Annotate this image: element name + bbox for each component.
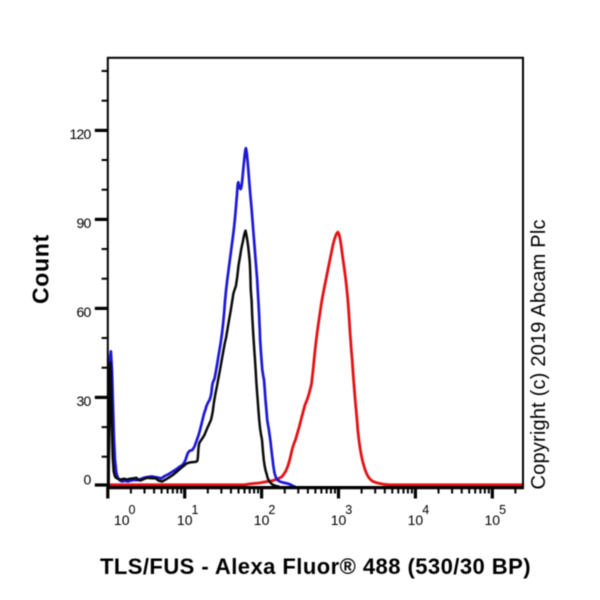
svg-text:0: 0 — [84, 471, 92, 487]
svg-text:10: 10 — [114, 512, 130, 528]
svg-text:0: 0 — [129, 503, 136, 517]
svg-text:30: 30 — [77, 393, 92, 409]
svg-text:120: 120 — [70, 126, 92, 142]
svg-text:Count: Count — [27, 234, 53, 304]
svg-text:10: 10 — [485, 512, 501, 528]
svg-text:TLS/FUS - Alexa Fluor® 488 (53: TLS/FUS - Alexa Fluor® 488 (530/30 BP) — [100, 554, 531, 579]
svg-text:Copyright (c) 2019 Abcam Plc: Copyright (c) 2019 Abcam Plc — [528, 219, 550, 489]
svg-text:10: 10 — [254, 512, 270, 528]
svg-text:60: 60 — [77, 304, 92, 320]
svg-text:4: 4 — [422, 503, 429, 517]
svg-text:2: 2 — [268, 503, 275, 517]
svg-text:10: 10 — [177, 512, 193, 528]
svg-text:3: 3 — [345, 503, 352, 517]
svg-text:1: 1 — [192, 503, 199, 517]
svg-text:10: 10 — [408, 512, 424, 528]
svg-text:10: 10 — [331, 512, 347, 528]
svg-text:90: 90 — [77, 215, 92, 231]
svg-text:5: 5 — [499, 503, 506, 517]
